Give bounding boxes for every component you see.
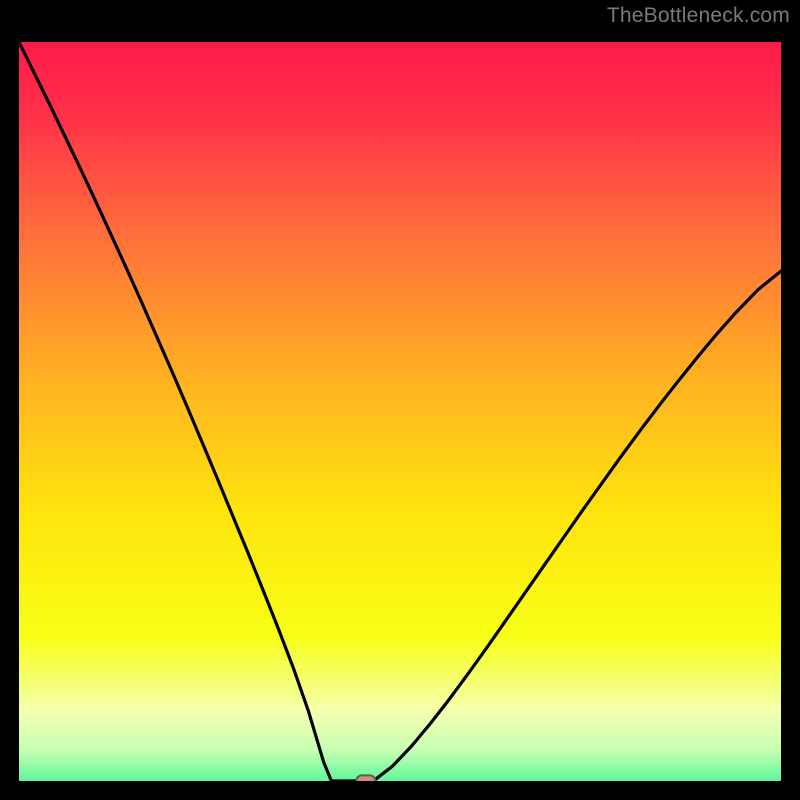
plot-border-left [7,30,19,793]
plot-border-top [0,30,800,42]
plot-border-right [781,30,793,793]
valley-marker [355,774,376,781]
curve-path [19,42,781,781]
v-curve [19,42,781,781]
plot-area [19,42,781,781]
watermark-text: TheBottleneck.com [607,4,790,28]
plot-border-bottom [0,781,800,793]
